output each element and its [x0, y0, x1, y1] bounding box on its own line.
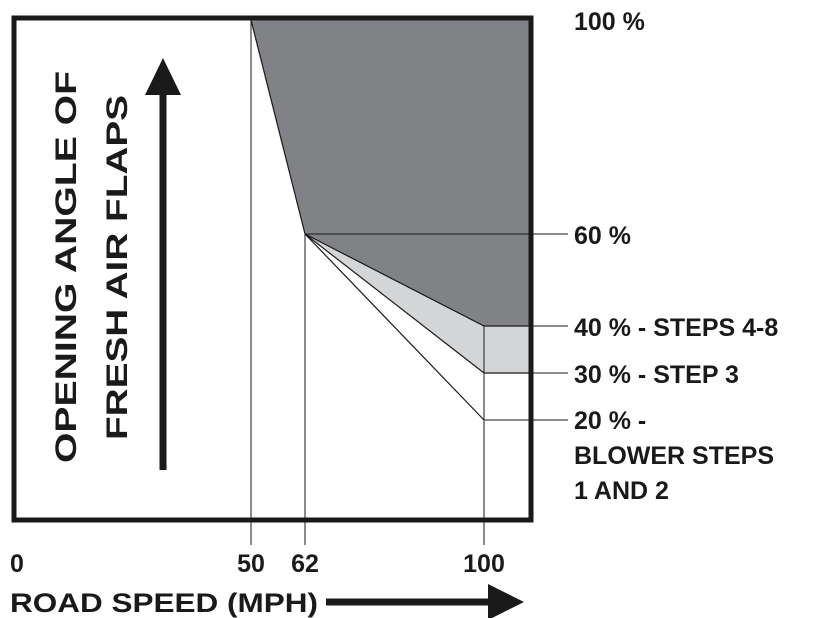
label-blower-steps: BLOWER STEPS [574, 442, 774, 470]
y-axis-title-line1: OPENING ANGLE OF [50, 71, 83, 463]
x-tick-62: 62 [291, 550, 319, 578]
curve-steps-1-2 [304, 233, 485, 421]
x-axis-title: ROAD SPEED (MPH) [10, 588, 318, 618]
label-100-percent: 100 % [574, 8, 645, 36]
horizontal-arrow-head [488, 584, 524, 618]
dark-region [251, 20, 529, 326]
x-tick-0: 0 [10, 550, 24, 578]
curve-steps-4-8 [250, 19, 529, 327]
x-tick-100: 100 [463, 550, 505, 578]
x-tick-50: 50 [237, 550, 265, 578]
light-region-bar [484, 326, 529, 373]
y-axis-title-line2: FRESH AIR FLAPS [101, 95, 134, 440]
label-1-and-2: 1 AND 2 [574, 477, 669, 505]
label-30-percent: 30 % - STEP 3 [574, 361, 739, 389]
vertical-arrow-head [145, 58, 181, 95]
chart-frame [11, 15, 534, 523]
label-60-percent: 60 % [574, 222, 631, 250]
label-40-percent: 40 % - STEPS 4-8 [574, 314, 778, 342]
label-20-percent: 20 % - [574, 407, 646, 435]
